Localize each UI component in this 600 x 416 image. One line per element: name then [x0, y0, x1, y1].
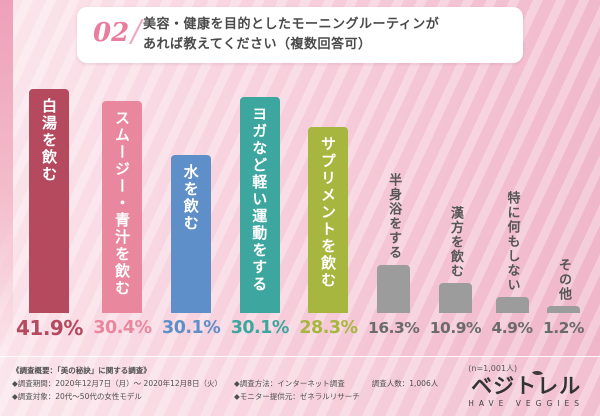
bar-column: ヨガなど軽い運動をする 30.1% [231, 97, 289, 339]
survey-respondents: 調査人数：1,006人 [371, 379, 439, 388]
bar-column: 特に何もしない 4.9% [491, 190, 534, 340]
bar-column: その他 1.2% [542, 257, 585, 340]
bar-label: サプリメントを飲む [318, 136, 337, 290]
bar [438, 283, 472, 314]
survey-target: ◆調査対象：20代～50代の女性モデル [12, 392, 142, 401]
slash-decoration: / [131, 14, 142, 49]
bar-label: 白湯を飲む [39, 98, 58, 184]
bar-label: スムージー・青汁を飲む [112, 110, 131, 298]
survey-info-column-2: ◆調査方法：インターネット調査 ◆モニター提供元：ゼネラルリサーチ [234, 364, 360, 403]
bar-column: サプリメントを飲む 28.3% [299, 127, 358, 339]
bar-column: 白湯を飲む 41.9% [16, 89, 83, 341]
bar-column: スムージー・青汁を飲む 30.4% [93, 101, 152, 339]
survey-monitor: ◆モニター提供元：ゼネラルリサーチ [233, 392, 360, 401]
brand-logo-text: ベジトレル [471, 374, 582, 398]
footer: 《調査概要：「美の秘訣」に関する調査》 ◆調査期間：2020年12月7日（月）～… [0, 356, 600, 416]
bar-value: 41.9% [16, 316, 83, 341]
bar [377, 265, 411, 314]
bar-value: 30.1% [230, 318, 290, 339]
bar: サプリメントを飲む [308, 127, 349, 314]
bar-label: 半身浴をする [386, 173, 402, 261]
question-number: 02/ [93, 14, 141, 49]
question-number-text: 02 [93, 18, 130, 48]
bar-value: 30.4% [93, 318, 152, 339]
bar-label: ヨガなど軽い運動をする [250, 106, 269, 294]
brand-logo: ベジトレル [471, 368, 582, 398]
bar-column: 半身浴をする 16.3% [368, 173, 420, 339]
bar: ヨガなど軽い運動をする [239, 97, 280, 314]
survey-info-column-1: 《調査概要：「美の秘訣」に関する調査》 ◆調査期間：2020年12月7日（月）～… [12, 364, 222, 403]
bar-column: 水を飲む 30.1% [162, 155, 221, 339]
bar-value: 30.1% [162, 318, 221, 339]
question-line-1: 美容・健康を目的としたモーニングルーティンが [143, 17, 440, 32]
bar [495, 297, 529, 314]
survey-method: ◆調査方法：インターネット調査 [233, 379, 345, 388]
bar-value: 10.9% [429, 319, 482, 338]
bar-label: 漢方を飲む [447, 205, 463, 279]
survey-overview: 《調査概要：「美の秘訣」に関する調査》 [12, 366, 151, 375]
bar-label: 水を飲む [181, 164, 200, 233]
question-text: 美容・健康を目的としたモーニングルーティンが あれば教えてください（複数回答可） [143, 15, 509, 55]
left-ribbon-decoration [0, 0, 13, 348]
bar: スムージー・青汁を飲む [102, 101, 143, 314]
bar-value: 1.2% [542, 319, 585, 338]
bar-value: 4.9% [491, 319, 534, 338]
bar-label: 特に何もしない [504, 190, 520, 293]
brand-logo-subtitle: HAVE VEGGIES [468, 399, 584, 408]
logo-block: (n=1,001人) ベジトレル HAVE VEGGIES [468, 364, 590, 408]
bar [546, 306, 580, 314]
bar-value: 16.3% [368, 319, 420, 338]
bar-value: 28.3% [299, 318, 358, 339]
question-line-2: あれば教えてください（複数回答可） [143, 37, 372, 53]
bar-label: その他 [555, 257, 571, 302]
sample-size-note: (n=1,001人) [468, 364, 518, 373]
question-card: 02/ 美容・健康を目的としたモーニングルーティンが あれば教えてください（複数… [77, 7, 523, 64]
survey-info-column-3: 調査人数：1,006人 [372, 364, 438, 390]
bar-column: 漢方を飲む 10.9% [429, 205, 482, 340]
bar-chart: 白湯を飲む 41.9% スムージー・青汁を飲む 30.4% 水を飲む 30.1% ヨガなど軽… [0, 69, 600, 341]
bar: 水を飲む [171, 155, 212, 314]
survey-period: ◆調査期間：2020年12月7日（月）～ 2020年12月8日（火） [12, 379, 222, 388]
bar: 白湯を飲む [29, 89, 70, 314]
